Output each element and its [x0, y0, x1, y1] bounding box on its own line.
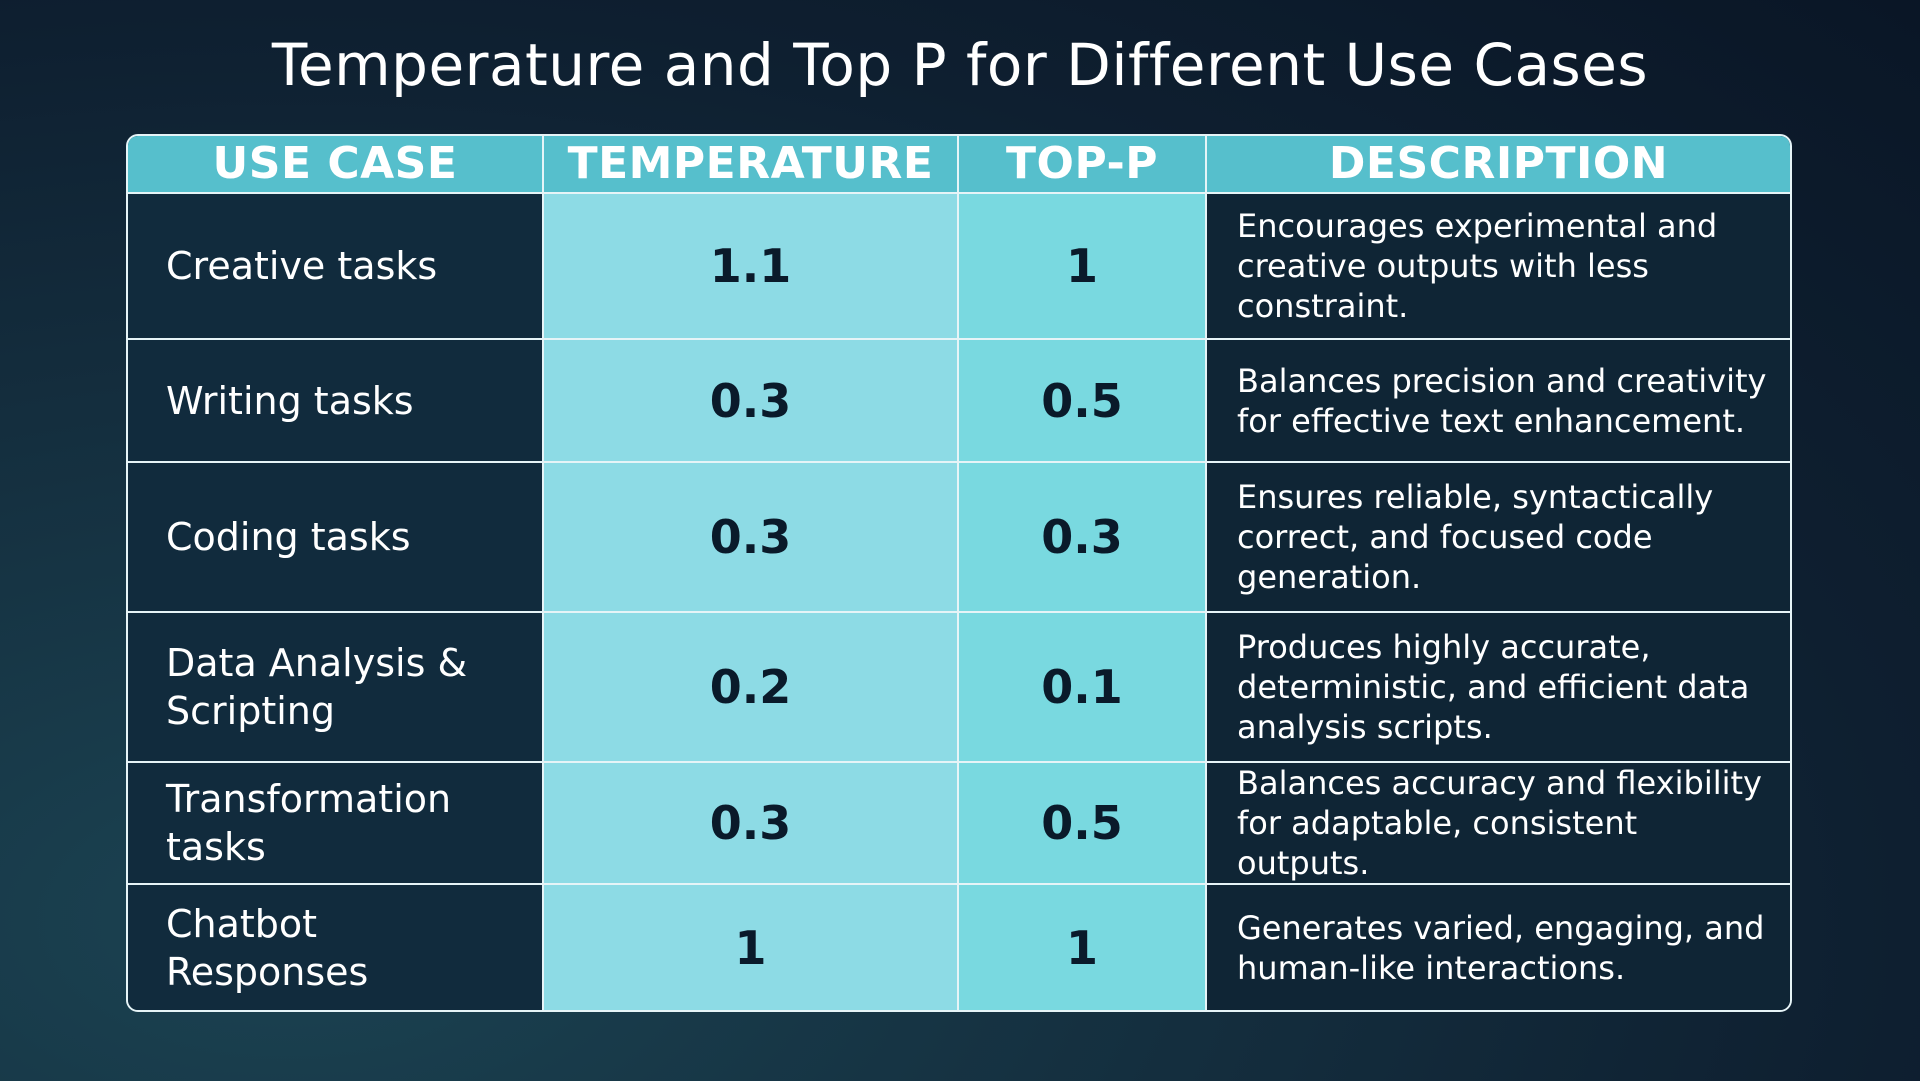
table-row: Data Analysis & Scripting 0.2 0.1 Produc…: [128, 612, 1790, 763]
description-cell: Balances accuracy and flexibility for ad…: [1206, 762, 1790, 885]
table-row: Writing tasks 0.3 0.5 Balances precision…: [128, 339, 1790, 463]
parameters-table: USE CASE TEMPERATURE TOP-P DESCRIPTION C…: [128, 136, 1790, 1010]
description-cell: Balances precision and creativity for ef…: [1206, 339, 1790, 463]
table-header-row: USE CASE TEMPERATURE TOP-P DESCRIPTION: [128, 136, 1790, 194]
use-case-table: USE CASE TEMPERATURE TOP-P DESCRIPTION C…: [126, 134, 1792, 1012]
temperature-cell: 0.3: [543, 339, 959, 463]
temperature-cell: 0.2: [543, 612, 959, 763]
use-case-cell: Coding tasks: [128, 462, 544, 613]
description-cell: Encourages experimental and creative out…: [1206, 193, 1790, 340]
top-p-cell: 1: [958, 884, 1207, 1010]
temperature-cell: 0.3: [543, 762, 959, 885]
top-p-cell: 0.1: [958, 612, 1207, 763]
table-row: Coding tasks 0.3 0.3 Ensures reliable, s…: [128, 462, 1790, 613]
temperature-cell: 1.1: [543, 193, 959, 340]
table-row: Creative tasks 1.1 1 Encourages experime…: [128, 193, 1790, 340]
description-cell: Ensures reliable, syntactically correct,…: [1206, 462, 1790, 613]
column-header-temperature: TEMPERATURE: [543, 136, 959, 194]
use-case-cell: Transformation tasks: [128, 762, 544, 885]
use-case-cell: Writing tasks: [128, 339, 544, 463]
table-row: Chatbot Responses 1 1 Generates varied, …: [128, 884, 1790, 1010]
temperature-cell: 1: [543, 884, 959, 1010]
description-cell: Produces highly accurate, deterministic,…: [1206, 612, 1790, 763]
temperature-cell: 0.3: [543, 462, 959, 613]
page-title: Temperature and Top P for Different Use …: [271, 31, 1649, 99]
description-cell: Generates varied, engaging, and human-li…: [1206, 884, 1790, 1010]
column-header-top-p: TOP-P: [958, 136, 1207, 194]
top-p-cell: 1: [958, 193, 1207, 340]
top-p-cell: 0.5: [958, 762, 1207, 885]
top-p-cell: 0.5: [958, 339, 1207, 463]
top-p-cell: 0.3: [958, 462, 1207, 613]
table-row: Transformation tasks 0.3 0.5 Balances ac…: [128, 762, 1790, 885]
column-header-use-case: USE CASE: [128, 136, 544, 194]
column-header-description: DESCRIPTION: [1206, 136, 1790, 194]
use-case-cell: Chatbot Responses: [128, 884, 544, 1010]
use-case-cell: Creative tasks: [128, 193, 544, 340]
use-case-cell: Data Analysis & Scripting: [128, 612, 544, 763]
